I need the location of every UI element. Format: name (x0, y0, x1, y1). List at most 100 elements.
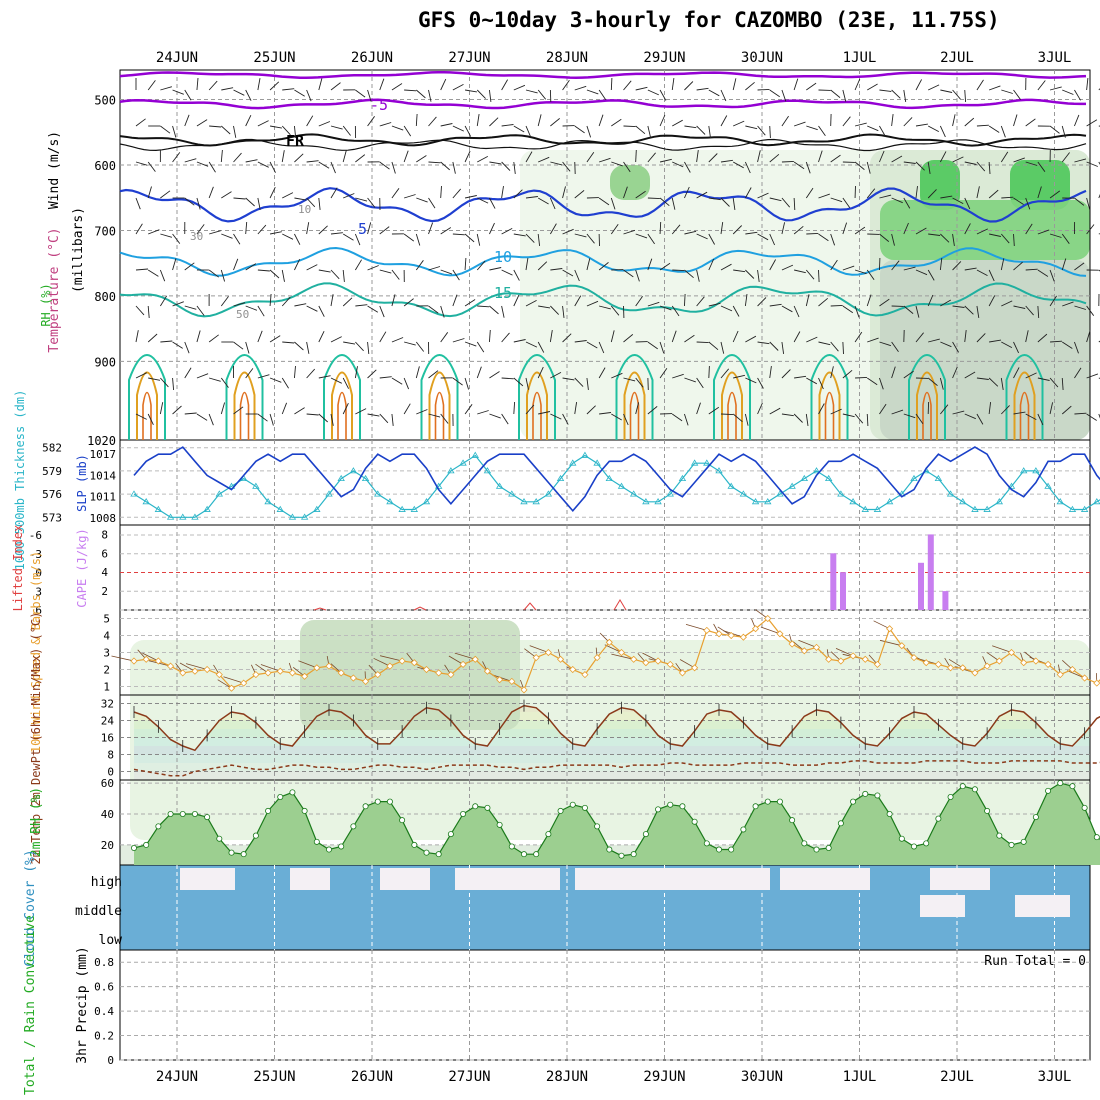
thickness-marker (422, 498, 431, 505)
temp-tick: 24 (101, 715, 115, 728)
upper-wind-barb (635, 125, 646, 135)
upper-wind-barb (769, 89, 780, 98)
contour-plus30 (142, 391, 152, 440)
upper-wind-barb (769, 366, 772, 379)
upper-wind-barb (611, 372, 623, 379)
upper-wind-barb (367, 197, 376, 208)
upper-wind-barb (976, 377, 989, 380)
upper-wind-barb (842, 369, 853, 379)
upper-wind-barb (245, 305, 258, 311)
upper-wind-barb (1061, 405, 1072, 415)
upper-wind-barb (720, 263, 732, 271)
precip-tick: 0.4 (94, 1005, 114, 1018)
upper-wind-barb (135, 330, 139, 343)
upper-wind-barb (952, 233, 955, 246)
upper-wind-barb (147, 413, 154, 425)
upper-wind-barb (159, 402, 164, 415)
upper-wind-barb (330, 413, 334, 426)
upper-wind-barb (610, 77, 613, 91)
upper-wind-barb (562, 305, 565, 318)
upper-wind-barb (1086, 330, 1091, 343)
upper-wind-barb (489, 161, 502, 165)
upper-wind-barb (659, 89, 667, 101)
upper-wind-barb (659, 114, 666, 127)
upper-wind-barb (220, 377, 229, 388)
upper-wind-barb (525, 377, 529, 390)
rh-point (923, 840, 930, 847)
wind-speed-point (837, 657, 845, 665)
rh-point (155, 823, 162, 830)
upper-wind-barb (269, 293, 272, 307)
upper-wind-barb (318, 78, 323, 91)
upper-wind-barb (1062, 341, 1073, 349)
wind-speed-point (130, 657, 138, 665)
upper-wind-barb (598, 89, 607, 101)
wind-speed-point (788, 640, 796, 648)
upper-wind-barb (1000, 125, 1006, 138)
bottom-date-label: 2JUL (940, 1069, 974, 1085)
upper-wind-barb (428, 266, 441, 271)
upper-wind-barb (976, 79, 984, 91)
rh-point (508, 843, 515, 850)
wind-barb (111, 655, 135, 662)
thickness-marker (508, 490, 516, 497)
cape-bar (830, 553, 837, 610)
upper-wind-barb (1037, 377, 1050, 381)
upper-wind-barb (525, 404, 535, 415)
dewpoint-line (133, 760, 1100, 777)
upper-wind-barb (1061, 233, 1070, 244)
panel-frame (119, 949, 1091, 1061)
upper-wind-barb (879, 194, 892, 199)
upper-wind-barb (220, 149, 223, 163)
upper-wind-barb (367, 116, 375, 127)
upper-wind-barb (269, 125, 282, 129)
upper-wind-barb (586, 405, 596, 415)
upper-wind-barb (818, 377, 824, 390)
li-tick: -6 (29, 529, 42, 542)
upper-wind-barb (513, 84, 526, 91)
upper-wind-barb (598, 197, 610, 206)
pressure-tick: 800 (94, 290, 116, 304)
upper-wind-barb (452, 338, 465, 343)
upper-wind-barb (269, 81, 280, 91)
rh-tick: 20 (101, 839, 114, 852)
upper-wind-barb (294, 153, 304, 163)
rh-point (679, 803, 686, 810)
upper-wind-barb (733, 120, 745, 127)
upper-wind-barb (866, 161, 871, 174)
upper-wind-barb (598, 157, 611, 163)
upper-wind-barb (1037, 333, 1048, 343)
upper-wind-barb (343, 341, 356, 345)
upper-wind-barb (148, 229, 160, 235)
upper-wind-barb (489, 197, 496, 209)
slp-axis-title: SLP (mb) (75, 454, 89, 512)
upper-wind-barb (293, 125, 297, 138)
upper-wind-barb (647, 301, 660, 307)
upper-wind-barb (891, 409, 904, 415)
wind-speed-point (654, 657, 662, 665)
upper-wind-barb (440, 269, 453, 275)
upper-wind-barb (781, 305, 793, 313)
upper-wind-barb (525, 89, 538, 94)
upper-wind-barb (318, 121, 331, 127)
upper-wind-barb (598, 367, 606, 379)
upper-wind-barb (586, 258, 591, 271)
upper-wind-barb (854, 226, 866, 235)
upper-wind-barb (732, 78, 737, 91)
rh-point (691, 818, 698, 825)
rh-point (1045, 787, 1052, 794)
upper-wind-barb (818, 269, 820, 283)
upper-wind-barb (367, 341, 370, 354)
upper-wind-barb (830, 366, 834, 379)
upper-wind-barb (988, 189, 999, 199)
upper-wind-barb (1013, 305, 1026, 309)
wind-speed-point (1007, 648, 1016, 657)
upper-wind-barb (342, 125, 351, 136)
wind-speed-point (934, 660, 942, 668)
upper-wind-barb (696, 150, 699, 163)
top-date-label: 3JUL (1038, 50, 1072, 66)
upper-wind-barb (879, 125, 886, 137)
upper-wind-barb (939, 377, 944, 390)
upper-wind-barb (172, 377, 175, 391)
upper-wind-barb (903, 222, 909, 235)
